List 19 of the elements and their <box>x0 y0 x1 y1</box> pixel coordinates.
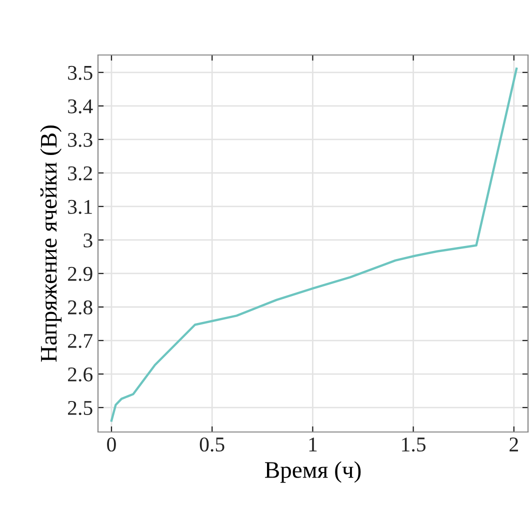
y-tick-label: 3.4 <box>68 99 93 114</box>
y-tick-label: 2.9 <box>68 266 92 282</box>
x-tick-label: 0 <box>107 437 116 452</box>
x-tick-label: 1 <box>309 438 317 452</box>
line-series <box>110 68 518 422</box>
y-tick-label: 3.1 <box>68 200 92 214</box>
x-tick-label: 1.5 <box>402 438 426 452</box>
y-tick-label: 2.8 <box>68 300 92 315</box>
x-tick-label: 0.5 <box>200 437 224 452</box>
y-tick-label: 3 <box>84 233 92 248</box>
y-tick-label: 3.3 <box>68 132 92 147</box>
x-axis-title: Время (ч) <box>265 461 361 483</box>
y-axis-title: Напряжение ячейки (В) <box>40 126 62 362</box>
y-tick-label: 3.5 <box>68 66 92 80</box>
y-tick-label: 2.5 <box>68 400 92 416</box>
x-tick-label: 2 <box>510 438 518 452</box>
y-tick-label: 2.7 <box>68 334 93 348</box>
y-tick-label: 3.2 <box>68 166 92 180</box>
y-tick-label: 2.6 <box>68 367 93 382</box>
